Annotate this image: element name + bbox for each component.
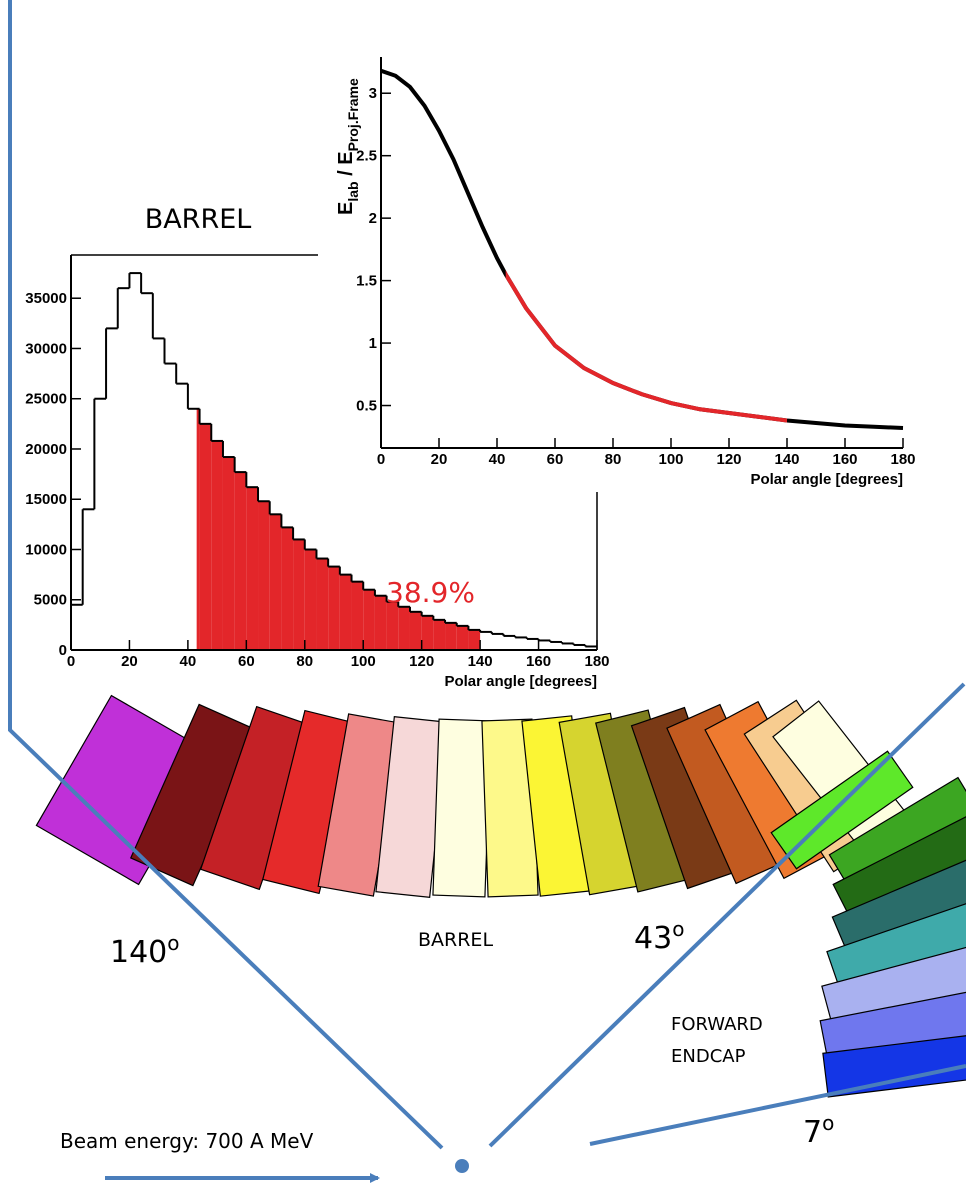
x-tick-label: 140 — [774, 451, 799, 468]
y-tick-label: 0 — [59, 642, 67, 659]
y-tick-label: 30000 — [25, 340, 67, 357]
x-axis-label: Polar angle [degrees] — [750, 471, 903, 488]
highlight-fill — [234, 472, 247, 650]
highlight-fill — [196, 408, 200, 650]
highlight-fill — [328, 566, 340, 650]
x-tick-label: 40 — [489, 451, 506, 468]
y-axis-label-part: E — [335, 202, 357, 215]
x-tick-label: 80 — [296, 653, 313, 670]
angle-label: 140o — [110, 931, 180, 970]
y-tick-label: 3 — [369, 85, 377, 102]
highlight-fill — [304, 549, 317, 650]
x-tick-label: 180 — [890, 451, 915, 468]
detector-outline — [8, 0, 966, 1183]
x-tick-label: 80 — [605, 451, 622, 468]
highlight-fill — [258, 501, 270, 650]
highlight-fill — [363, 589, 375, 650]
detector-diagram — [35, 694, 966, 1098]
y-tick-label: 2.5 — [356, 148, 377, 165]
y-tick-label: 0.5 — [356, 398, 377, 415]
x-tick-label: 120 — [716, 451, 741, 468]
highlight-fill — [468, 629, 481, 650]
y-axis-label-part: / E — [335, 151, 357, 181]
highlight-fill — [456, 625, 469, 650]
x-axis-label: Polar angle [degrees] — [444, 673, 597, 690]
x-tick-label: 100 — [351, 653, 376, 670]
highlight-fill — [222, 457, 235, 650]
x-tick-label: 100 — [658, 451, 683, 468]
y-tick-label: 35000 — [25, 290, 67, 307]
highlight-fill — [445, 622, 457, 650]
x-tick-label: 120 — [409, 653, 434, 670]
curve-highlight — [505, 270, 787, 423]
left-boundary — [8, 0, 444, 1150]
target — [455, 1159, 469, 1173]
line-chart: 0 20 40 60 80 100 120 140 160 180 0.5 1 1.5 2 2.5 3 Pola… — [318, 40, 930, 492]
highlight-fill — [386, 601, 399, 650]
angle-label: 43o — [634, 917, 684, 956]
chart-title: BARREL — [145, 204, 252, 235]
y-tick-label: 10000 — [25, 541, 67, 558]
y-axis-label-part: lab — [345, 181, 361, 201]
endcap-boundary — [589, 1064, 966, 1146]
highlight-fill — [293, 539, 305, 650]
y-tick-label: 25000 — [25, 391, 67, 408]
y-axis-label: Elab / EProj.Frame — [335, 78, 361, 215]
highlight-fill — [351, 581, 364, 650]
highlight-fill — [339, 574, 352, 650]
highlight-fill — [211, 440, 223, 650]
beam-label: Beam energy: 700 A MeV — [60, 1129, 314, 1153]
inset-background — [318, 40, 930, 492]
right-boundary — [488, 682, 966, 1148]
x-tick-label: 160 — [832, 451, 857, 468]
x-tick-label: 0 — [377, 451, 385, 468]
crystal — [822, 1034, 966, 1098]
highlight-fill — [199, 423, 212, 650]
endcap-label: FORWARD — [671, 1014, 763, 1035]
highlight-fill — [281, 527, 294, 650]
highlight-fill — [374, 595, 387, 650]
endcap-label: ENDCAP — [671, 1046, 746, 1067]
x-tick-label: 160 — [526, 653, 551, 670]
y-tick-label: 20000 — [25, 441, 67, 458]
y-tick-label: 15000 — [25, 491, 67, 508]
y-tick-label: 1 — [369, 335, 377, 352]
highlight-fill — [421, 615, 434, 650]
y-tick-label: 2 — [369, 210, 377, 227]
x-tick-label: 140 — [468, 653, 493, 670]
x-tick-label: 20 — [121, 653, 138, 670]
y-tick-label: 1.5 — [356, 273, 377, 290]
highlight-fill — [398, 606, 410, 650]
highlight-fill — [409, 611, 422, 650]
annotation: 38.9% — [386, 576, 475, 609]
highlight-fill — [433, 619, 446, 650]
highlight-fill — [316, 558, 329, 650]
x-tick-label: 20 — [431, 451, 448, 468]
x-tick-label: 40 — [180, 653, 197, 670]
y-axis-label-part: Proj.Frame — [345, 78, 361, 151]
barrel-label: BARREL — [418, 929, 493, 951]
x-tick-label: 60 — [547, 451, 564, 468]
y-tick-label: 5000 — [34, 592, 67, 609]
x-tick-label: 180 — [584, 653, 609, 670]
x-tick-label: 60 — [238, 653, 255, 670]
x-tick-label: 0 — [67, 653, 75, 670]
angle-label: 7o — [803, 1111, 834, 1150]
highlight-fill — [269, 514, 282, 650]
highlight-fill — [246, 487, 259, 650]
